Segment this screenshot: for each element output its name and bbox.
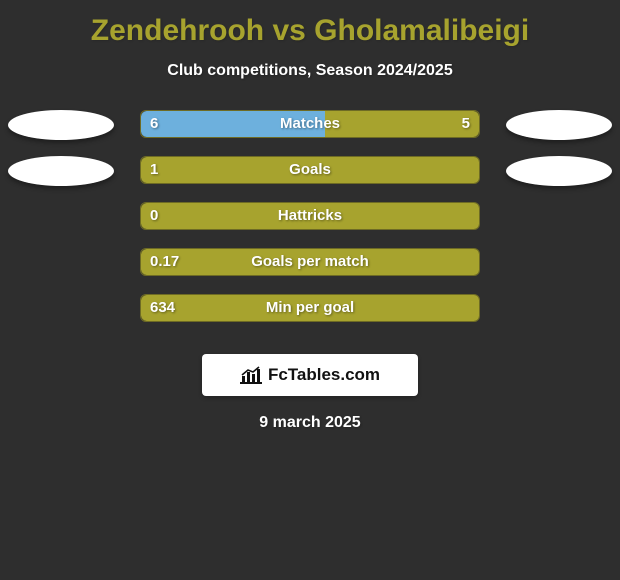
- stat-bar: 634Min per goal: [140, 294, 480, 322]
- chart-icon: [240, 366, 262, 384]
- stat-bar: 1Goals: [140, 156, 480, 184]
- stat-bar: 0Hattricks: [140, 202, 480, 230]
- stat-label: Min per goal: [140, 294, 480, 322]
- player2-oval: [506, 110, 612, 140]
- stat-label: Goals per match: [140, 248, 480, 276]
- brand-text: FcTables.com: [268, 365, 380, 385]
- stat-row: 0Hattricks: [0, 202, 620, 248]
- stat-label: Goals: [140, 156, 480, 184]
- stat-bar: 65Matches: [140, 110, 480, 138]
- page-title: Zendehrooh vs Gholamalibeigi: [0, 0, 620, 48]
- date-text: 9 march 2025: [0, 414, 620, 432]
- subtitle: Club competitions, Season 2024/2025: [0, 62, 620, 80]
- brand-box[interactable]: FcTables.com: [202, 354, 418, 396]
- player2-name: Gholamalibeigi: [314, 14, 529, 47]
- stat-row: 634Min per goal: [0, 294, 620, 340]
- comparison-card: Zendehrooh vs Gholamalibeigi Club compet…: [0, 0, 620, 580]
- player1-oval: [8, 156, 114, 186]
- stat-row: 0.17Goals per match: [0, 248, 620, 294]
- stat-label: Matches: [140, 110, 480, 138]
- vs-text: vs: [272, 14, 305, 47]
- stat-row: 1Goals: [0, 156, 620, 202]
- stat-row: 65Matches: [0, 110, 620, 156]
- stat-label: Hattricks: [140, 202, 480, 230]
- stat-bar: 0.17Goals per match: [140, 248, 480, 276]
- player2-oval: [506, 156, 612, 186]
- player1-oval: [8, 110, 114, 140]
- stats-area: 65Matches 1Goals 0Hattricks 0.17Goals per m…: [0, 110, 620, 340]
- player1-name: Zendehrooh: [91, 14, 264, 47]
